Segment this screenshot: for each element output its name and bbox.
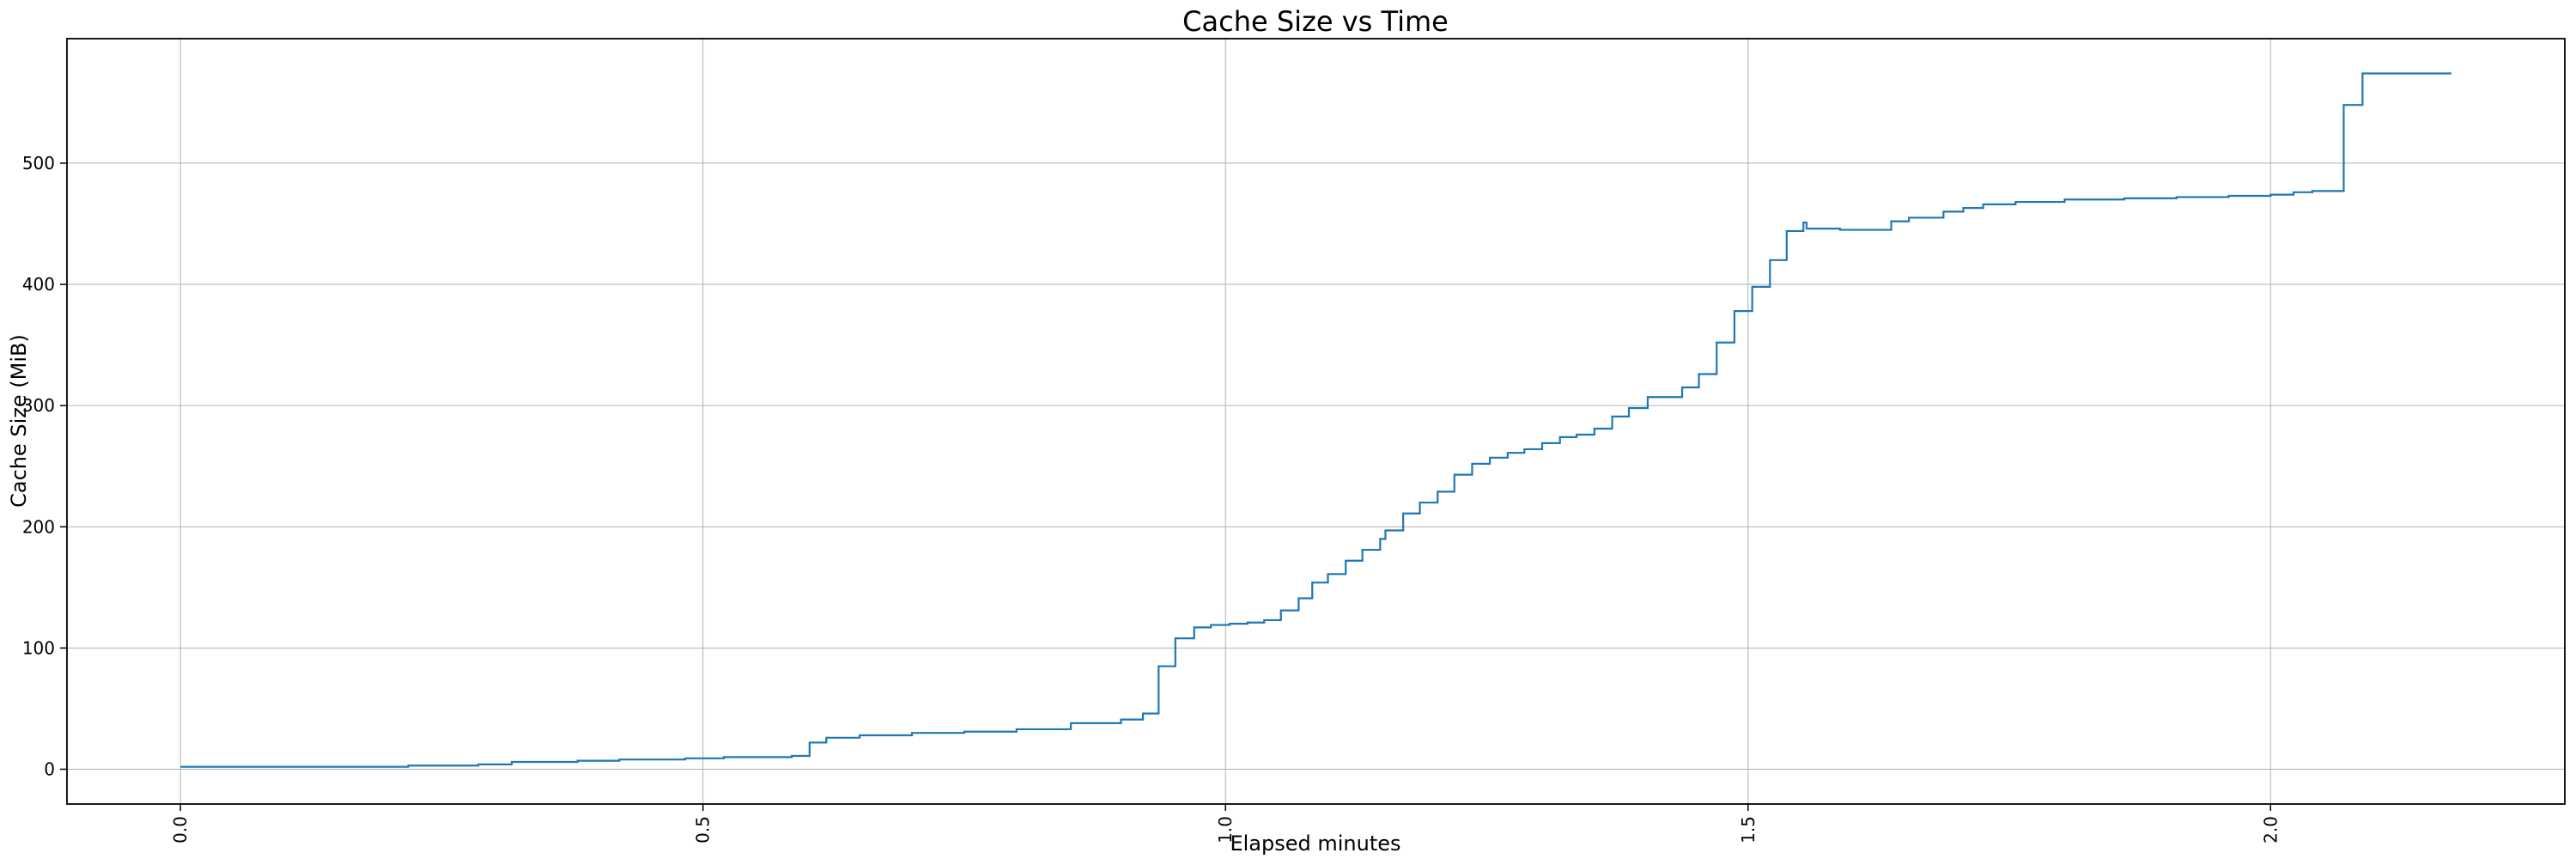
y-tick-label: 300 — [22, 395, 55, 416]
plot-area — [67, 39, 2565, 804]
x-tick-label: 0.5 — [693, 816, 714, 844]
x-tick-label: 1.5 — [1738, 816, 1759, 844]
y-tick-label: 100 — [22, 637, 55, 658]
x-tick-label: 1.0 — [1215, 816, 1236, 844]
x-tick-label: 2.0 — [2260, 816, 2281, 844]
tick-labels: 0.0 0.5 1.0 1.5 2.0 0 100 200 300 400 500 — [22, 153, 2281, 844]
y-tick-label: 200 — [22, 516, 55, 537]
y-tick-label: 0 — [44, 759, 55, 780]
cache-size-step-line — [180, 72, 2451, 768]
grid-lines — [67, 39, 2565, 804]
axes-border — [66, 38, 2566, 805]
x-axis-label: Elapsed minutes — [1230, 832, 1400, 856]
y-axis-label: Cache Size (MiB) — [7, 334, 31, 508]
y-tick-label: 500 — [22, 153, 55, 174]
tick-marks — [60, 162, 2272, 811]
chart-title: Cache Size vs Time — [1182, 5, 1449, 38]
x-tick-label: 0.0 — [170, 816, 191, 844]
y-tick-label: 400 — [22, 274, 55, 295]
